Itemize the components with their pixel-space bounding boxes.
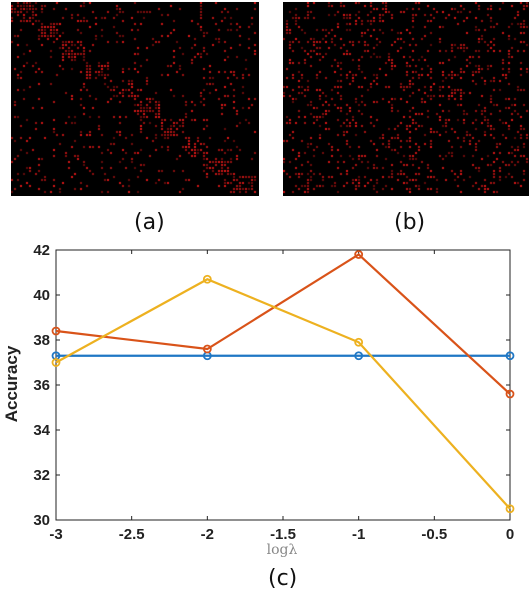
y-tick-label: 42 <box>33 242 50 259</box>
series-2-point <box>202 344 212 354</box>
y-tick-label: 36 <box>33 377 50 394</box>
x-tick-label: -1 <box>352 526 365 543</box>
y-tick-label: 34 <box>33 422 50 439</box>
accuracy-line-chart: -3 -2.5 -2 -1.5 -1 -0.5 0 30 32 34 36 38 40 42 Accura… <box>2 242 515 558</box>
y-axis-label: Accuracy <box>2 345 21 422</box>
series-3-point <box>505 504 515 514</box>
plot-frame <box>55 249 511 521</box>
series-3-point <box>51 358 61 367</box>
series-1-point <box>354 351 364 361</box>
y-tick-label: 32 <box>33 467 50 484</box>
x-axis-label: logλ <box>267 542 298 558</box>
series-line-2 <box>55 253 511 395</box>
heatmap-a <box>11 2 259 196</box>
y-tick-label: 38 <box>33 332 50 349</box>
x-tick-label: -2.5 <box>119 526 145 543</box>
series-2-point <box>354 250 364 259</box>
heatmap-b <box>283 2 529 196</box>
series-2-point <box>505 389 515 399</box>
series-2-point <box>51 326 61 336</box>
x-tick-label: -0.5 <box>421 526 447 543</box>
x-tick-label: -1.5 <box>270 526 296 543</box>
x-tick-label: -2 <box>201 526 214 543</box>
panel-b-label: (b) <box>394 210 426 235</box>
series-3-point <box>202 274 212 284</box>
panel-c-label: (c) <box>268 566 298 591</box>
x-tick-label: -3 <box>49 526 62 543</box>
panel-a-label: (a) <box>134 210 165 235</box>
series-3-point <box>354 337 364 347</box>
series-1-point <box>505 351 515 361</box>
y-tick-label: 40 <box>33 287 50 304</box>
series-line-3 <box>55 278 511 510</box>
y-tick-label: 30 <box>33 512 50 529</box>
x-tick-label: 0 <box>506 526 514 543</box>
